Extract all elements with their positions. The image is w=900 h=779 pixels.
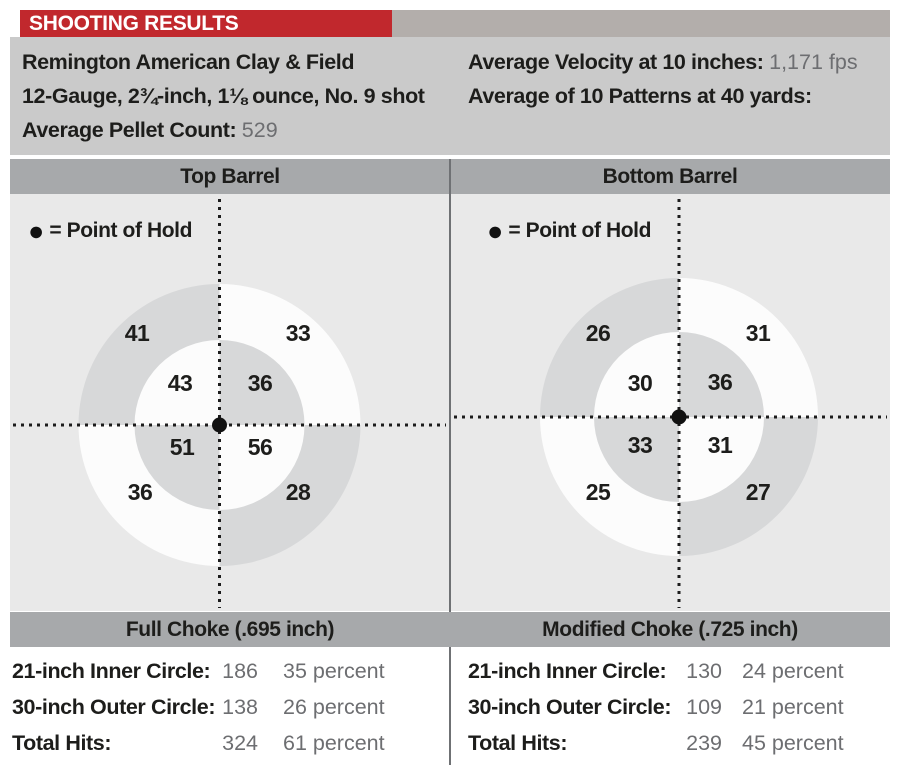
inner-circle-top-left	[134, 340, 220, 425]
quadrant-count-outer-top-right: 33	[285, 320, 311, 346]
inner-circle-bottom-left	[594, 417, 679, 502]
stat-row-total-hits: Total Hits: 239 45 percent	[468, 731, 893, 758]
inner-circle-bottom-right	[219, 425, 305, 510]
header-taupe-bar	[392, 10, 890, 37]
quadrant-count-inner-bottom-left: 33	[627, 432, 653, 458]
inner-circle-top-right	[219, 340, 305, 425]
quadrant-count-outer-top-left: 41	[124, 320, 150, 346]
quadrant-count-inner-top-left: 43	[167, 370, 193, 396]
load-spec: 12-Gauge, 2¾-inch, 1⅛ ounce, No. 9 shot	[22, 84, 425, 108]
velocity-value: 1,171 fps	[769, 50, 858, 74]
stat-label: 30-inch Outer Circle:	[12, 695, 216, 719]
full-choke-label: Full Choke (.695 inch)	[125, 617, 335, 641]
stat-hits: 109	[686, 695, 722, 719]
quadrant-count-inner-top-right: 36	[247, 370, 273, 396]
pellet-count-line: Average Pellet Count: 529	[22, 118, 278, 143]
quadrant-count-outer-bottom-left: 25	[585, 479, 611, 505]
stat-hits: 239	[686, 731, 722, 755]
stat-hits: 186	[222, 659, 258, 683]
inner-circle-bottom-right	[679, 417, 764, 502]
quadrant-count-inner-bottom-right: 31	[707, 432, 733, 458]
quadrant-count-inner-bottom-right: 56	[247, 434, 273, 460]
stat-label: 30-inch Outer Circle:	[468, 695, 672, 719]
pellet-count-value: 529	[241, 118, 278, 142]
bottom-barrel-header: Bottom Barrel	[450, 159, 890, 194]
quadrant-count-inner-bottom-left: 51	[169, 434, 195, 460]
stat-label: Total Hits:	[468, 731, 568, 755]
point-of-hold-label: = Point of Hold	[49, 219, 193, 242]
modified-choke-label: Modified Choke (.725 inch)	[542, 617, 798, 641]
bottom-barrel-title: Bottom Barrel	[602, 164, 738, 188]
top-barrel-target-panel: ● = Point of Hold 41 33 43 36 51 56 36 2…	[10, 194, 449, 611]
point-of-hold-dot	[212, 417, 227, 433]
stat-percent: 24 percent	[742, 659, 844, 683]
quadrant-count-inner-top-right: 36	[707, 369, 733, 395]
inner-circle-top-right	[679, 332, 764, 417]
bottom-barrel-target-panel: ● = Point of Hold 26 31 30 36 33 31 25 2…	[451, 194, 890, 611]
inner-circle-top-left	[594, 332, 679, 417]
top-barrel-title: Top Barrel	[180, 164, 280, 188]
modified-choke-bar: Modified Choke (.725 inch)	[450, 612, 890, 647]
stat-hits: 138	[222, 695, 258, 719]
point-of-hold-dot	[671, 409, 687, 425]
quadrant-count-inner-top-left: 30	[627, 370, 653, 396]
stat-hits: 324	[222, 731, 258, 755]
point-of-hold-dot-icon: ●	[487, 216, 504, 246]
stat-row-inner-circle: 21-inch Inner Circle: 130 24 percent	[468, 659, 893, 686]
quadrant-count-outer-bottom-right: 28	[285, 479, 311, 505]
stat-percent: 21 percent	[742, 695, 844, 719]
stat-row-outer-circle: 30-inch Outer Circle: 109 21 percent	[468, 695, 893, 722]
quadrant-count-outer-top-left: 26	[585, 320, 611, 346]
stat-hits: 130	[686, 659, 722, 683]
bottom-barrel-target-diagram	[454, 199, 887, 608]
stat-label: Total Hits:	[12, 731, 112, 755]
stat-row-outer-circle: 30-inch Outer Circle: 138 26 percent	[12, 695, 442, 722]
pellet-count-label: Average Pellet Count:	[22, 118, 237, 142]
load-info-section: Remington American Clay & Field 12-Gauge…	[10, 37, 890, 155]
stat-label: 21-inch Inner Circle:	[12, 659, 211, 683]
stat-row-total-hits: Total Hits: 324 61 percent	[12, 731, 442, 758]
full-choke-bar: Full Choke (.695 inch)	[10, 612, 450, 647]
page-title: SHOOTING RESULTS	[29, 11, 239, 35]
quadrant-count-outer-top-right: 31	[745, 320, 771, 346]
header-red-bar: SHOOTING RESULTS	[20, 10, 392, 37]
stat-label: 21-inch Inner Circle:	[468, 659, 667, 683]
top-barrel-target-diagram	[13, 199, 446, 608]
patterns-label: Average of 10 Patterns at 40 yards:	[468, 84, 812, 108]
stat-percent: 26 percent	[283, 695, 385, 719]
panel-divider-line	[449, 159, 451, 765]
stat-row-inner-circle: 21-inch Inner Circle: 186 35 percent	[12, 659, 442, 686]
stat-percent: 45 percent	[742, 731, 844, 755]
point-of-hold-label: = Point of Hold	[508, 219, 652, 242]
point-of-hold-dot-icon: ●	[28, 216, 45, 246]
top-barrel-header: Top Barrel	[10, 159, 450, 194]
point-of-hold-legend: ● = Point of Hold	[487, 216, 652, 246]
inner-circle-bottom-left	[134, 425, 220, 510]
stat-percent: 35 percent	[283, 659, 385, 683]
load-name: Remington American Clay & Field	[22, 50, 355, 74]
velocity-label: Average Velocity at 10 inches:	[468, 50, 764, 74]
quadrant-count-outer-bottom-right: 27	[745, 479, 771, 505]
quadrant-count-outer-bottom-left: 36	[127, 479, 153, 505]
point-of-hold-legend: ● = Point of Hold	[28, 216, 193, 246]
velocity-line: Average Velocity at 10 inches: 1,171 fps	[468, 50, 858, 75]
stat-percent: 61 percent	[283, 731, 385, 755]
